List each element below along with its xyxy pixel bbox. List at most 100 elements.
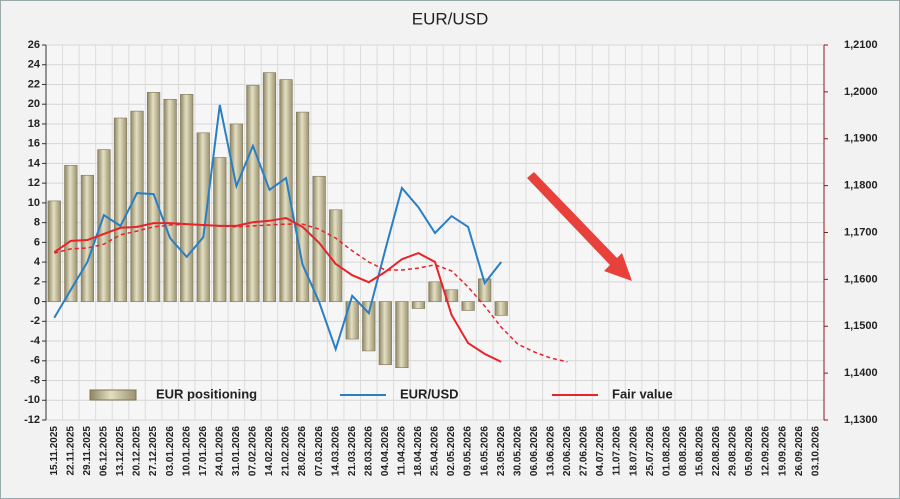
bar [329, 209, 343, 302]
bar [163, 98, 177, 302]
y-tick-label: 24 [28, 59, 41, 71]
y-tick-label: -4 [30, 335, 41, 347]
y2-tick-label: 1,2100 [844, 39, 878, 51]
bar [213, 157, 227, 302]
legend-label: Fair value [612, 386, 673, 401]
legend-swatch [89, 389, 137, 401]
bar [229, 123, 243, 302]
y-tick-label: 6 [34, 236, 40, 248]
bar [295, 111, 310, 302]
x-tick-label: 25.04.2026 [430, 426, 441, 476]
x-tick-label: 05.09.2026 [744, 426, 755, 476]
x-tick-label: 27.12.2025 [148, 426, 159, 476]
x-tick-label: 04.04.2026 [380, 426, 391, 476]
y-tick-label: 0 [34, 295, 40, 307]
bar [180, 94, 194, 302]
x-tick-label: 03.01.2026 [165, 426, 176, 476]
y-tick-label: -8 [30, 374, 40, 386]
x-tick-label: 13.12.2025 [115, 426, 126, 476]
x-tick-label: 19.09.2026 [777, 426, 788, 476]
bar [428, 281, 442, 302]
chart-title: EUR/USD [412, 9, 489, 28]
x-tick-label: 31.01.2026 [231, 426, 242, 476]
x-tick-label: 06.06.2026 [529, 426, 540, 476]
y2-tick-label: 1,1500 [844, 320, 878, 332]
y-tick-label: 10 [28, 197, 40, 209]
x-tick-label: 13.06.2026 [546, 426, 557, 476]
x-tick-label: 15.08.2026 [694, 426, 705, 476]
x-tick-label: 11.07.2026 [612, 426, 623, 476]
x-tick-label: 18.04.2026 [413, 426, 424, 476]
bar [147, 92, 161, 302]
x-tick-label: 09.05.2026 [463, 426, 474, 476]
y-tick-label: -10 [24, 394, 40, 406]
x-tick-label: 14.03.2026 [330, 426, 341, 476]
x-tick-label: 11.04.2026 [397, 426, 408, 476]
y-tick-label: 4 [34, 256, 41, 268]
x-tick-label: 28.03.2026 [363, 426, 374, 476]
y2-tick-label: 1,1400 [844, 367, 878, 379]
bar [411, 301, 426, 309]
x-tick-label: 26.09.2026 [794, 426, 805, 476]
bar [64, 165, 78, 302]
bar [378, 301, 392, 366]
x-tick-label: 30.05.2026 [512, 426, 523, 476]
x-tick-label: 08.08.2026 [678, 426, 689, 476]
x-tick-label: 17.01.2026 [198, 426, 209, 476]
y-tick-label: 20 [28, 98, 40, 110]
y-tick-label: 14 [28, 157, 41, 169]
bar [395, 301, 409, 368]
x-tick-label: 28.02.2026 [297, 426, 308, 476]
x-tick-label: 21.03.2026 [347, 426, 358, 476]
x-tick-label: 20.06.2026 [562, 426, 573, 476]
x-tick-label: 23.05.2026 [496, 426, 507, 476]
y-tick-label: -6 [30, 355, 40, 367]
line-series [53, 216, 502, 363]
x-tick-label: 20.12.2025 [132, 426, 143, 476]
x-tick-label: 18.07.2026 [628, 426, 639, 476]
legend-label: EUR positioning [156, 386, 257, 401]
bar [461, 301, 475, 311]
y2-tick-label: 1,1600 [844, 273, 878, 285]
y2-tick-label: 1,1800 [844, 180, 878, 192]
x-tick-label: 15.11.2025 [49, 426, 60, 476]
bar [97, 149, 111, 302]
bar [113, 117, 128, 302]
line-series [53, 104, 502, 353]
x-tick-label: 03.10.2026 [810, 426, 821, 476]
bar [345, 301, 359, 340]
x-tick-label: 06.12.2025 [99, 426, 110, 476]
y-tick-label: -12 [24, 414, 40, 426]
x-tick-label: 27.06.2026 [579, 426, 590, 476]
x-tick-label: 22.08.2026 [711, 426, 722, 476]
y-tick-label: 8 [34, 217, 40, 229]
y-tick-label: 12 [28, 177, 40, 189]
x-tick-label: 29.08.2026 [728, 426, 739, 476]
line-series [54, 223, 568, 363]
x-tick-label: 29.11.2025 [82, 426, 93, 476]
x-tick-label: 25.07.2026 [645, 426, 656, 476]
y-tick-label: -2 [30, 315, 40, 327]
bar [196, 132, 210, 302]
y-tick-label: 16 [28, 138, 40, 150]
x-tick-label: 16.05.2026 [479, 426, 490, 476]
x-tick-label: 22.11.2025 [65, 426, 76, 476]
x-tick-label: 24.01.2026 [214, 426, 225, 476]
y2-tick-label: 1,2000 [844, 86, 878, 98]
bar [362, 301, 376, 352]
x-tick-label: 12.09.2026 [761, 426, 772, 476]
y-tick-label: 2 [34, 276, 40, 288]
bar [246, 85, 260, 302]
y-tick-label: 26 [28, 39, 40, 51]
x-tick-label: 04.07.2026 [595, 426, 606, 476]
x-tick-label: 14.02.2026 [264, 426, 275, 476]
x-tick-label: 01.08.2026 [661, 426, 672, 476]
y-tick-label: 18 [28, 118, 40, 130]
bar [494, 301, 508, 316]
legend-label: EUR/USD [400, 386, 459, 401]
x-tick-label: 02.05.2026 [446, 426, 457, 476]
x-tick-label: 07.03.2026 [314, 426, 325, 476]
arrow-annotation [527, 172, 632, 281]
bar [478, 278, 492, 302]
